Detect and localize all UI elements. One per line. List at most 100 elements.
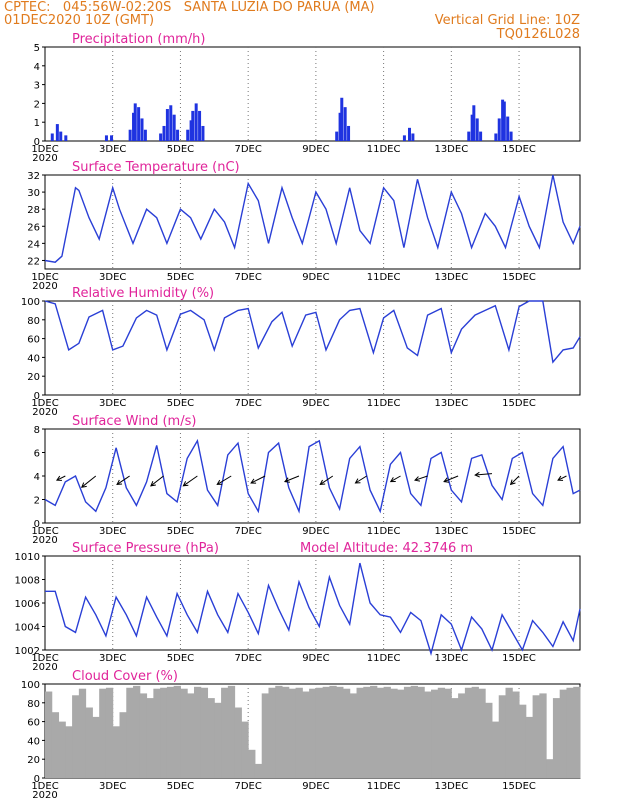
precip-bar <box>133 103 137 141</box>
temp-ytick-label: 32 <box>27 171 40 182</box>
press-xtick-label: 13DEC <box>434 653 468 664</box>
cloud-ytick-label: 40 <box>27 736 40 747</box>
rh-xtick-label: 5DEC <box>167 398 194 409</box>
precip-xtick-label: 5DEC <box>167 144 194 155</box>
wind-arrow-shaft <box>150 475 164 487</box>
precip-xtick-label: 9DEC <box>302 144 329 155</box>
cloud-bar <box>431 689 439 778</box>
press-xtick-label: 11DEC <box>367 653 401 664</box>
wind-arrow-shaft <box>355 475 367 484</box>
cloud-bar <box>160 687 168 778</box>
wind-arrow-head <box>509 479 516 486</box>
cloud-bar <box>261 693 269 778</box>
header-grid-note: Vertical Grid Line: 10Z <box>434 13 580 28</box>
cloud-bar <box>288 688 297 778</box>
temp-series-line <box>44 174 581 263</box>
cloud-bar <box>336 686 344 778</box>
cloud-bar <box>234 707 242 778</box>
wind-title: Surface Wind (m/s) <box>72 414 196 429</box>
cloud-bar <box>342 688 351 778</box>
cloud-ytick-label: 100 <box>21 680 40 691</box>
cloud-bar <box>532 695 540 778</box>
rh-xtick-label: 1DEC <box>31 398 58 409</box>
precip-xtick-label: 11DEC <box>367 144 401 155</box>
cloud-bar <box>309 688 317 778</box>
temp-ytick-label: 22 <box>27 256 40 267</box>
precip-bar <box>172 114 176 141</box>
wind-arrow-shaft <box>216 475 232 485</box>
precip-ytick-label: 1 <box>34 118 40 129</box>
cloud-bar <box>525 716 534 778</box>
wind-arrow-head <box>474 471 480 478</box>
press-ytick-label: 1002 <box>15 646 40 657</box>
precip-bar <box>104 135 108 141</box>
precip-bar <box>408 127 412 141</box>
cloud-bar <box>166 686 175 778</box>
cloud-bar <box>397 689 405 778</box>
temp-frame <box>44 174 581 270</box>
precip-ytick-label: 0 <box>34 137 40 148</box>
precip-bar <box>186 129 190 141</box>
precip-xtick-label: 13DEC <box>434 144 468 155</box>
rh-ytick-label: 0 <box>34 391 40 402</box>
temp-ytick-label: 24 <box>27 239 40 250</box>
cloud-bar <box>417 686 425 778</box>
press-frame <box>44 555 581 651</box>
cloud-bar <box>72 695 80 778</box>
wind-arrow-head <box>319 479 326 485</box>
wind-arrow-head <box>55 475 62 481</box>
precip-ytick-label: 2 <box>34 99 40 110</box>
cloud-bar <box>227 685 236 778</box>
wind-arrow-head <box>443 477 450 483</box>
temp-ytick-label: 28 <box>27 205 40 216</box>
press-ytick-label: 1010 <box>15 552 40 563</box>
wind-ytick-label: 8 <box>34 425 40 436</box>
rh-xtick-label: 11DEC <box>367 398 401 409</box>
wind-arrow-shaft <box>443 475 459 483</box>
rh-xtick-label: 9DEC <box>302 398 329 409</box>
press-ytick-label: 1004 <box>15 623 40 634</box>
cloud-bar <box>471 686 479 778</box>
temp-title: Surface Temperature (nC) <box>72 160 240 175</box>
precip-bar <box>159 133 163 141</box>
press-year-label: 2020 <box>32 662 57 673</box>
rh-xtick-label: 3DEC <box>99 398 126 409</box>
cloud-bar <box>85 707 93 778</box>
precip-bar <box>55 124 59 141</box>
temp-ytick-label: 26 <box>27 222 40 233</box>
wind-arrow-head <box>557 475 564 481</box>
rh-ytick-label: 60 <box>27 335 40 346</box>
precip-ytick-label: 5 <box>34 43 40 54</box>
precip-bar <box>343 107 347 141</box>
precip-bar <box>110 135 114 141</box>
cloud-bar <box>193 686 202 778</box>
rh-xtick-label: 7DEC <box>234 398 261 409</box>
cloud-year-label: 2020 <box>32 790 57 800</box>
cloud-bar <box>295 687 303 778</box>
press-xtick-label: 9DEC <box>302 653 329 664</box>
wind-xtick-label: 5DEC <box>167 526 194 537</box>
cloud-bar <box>275 685 283 778</box>
wind-arrow-shaft <box>557 475 567 481</box>
cloud-xtick-label: 15DEC <box>502 781 536 792</box>
cloud-bar <box>221 687 229 778</box>
temp-xtick-label: 13DEC <box>434 272 468 283</box>
cloud-bar <box>200 687 209 778</box>
press-xtick-label: 7DEC <box>234 653 261 664</box>
cloud-bar <box>268 687 276 778</box>
wind-arrow-shaft <box>414 475 428 481</box>
press-xtick-label: 5DEC <box>167 653 194 664</box>
rh-xtick-label: 13DEC <box>434 398 468 409</box>
cloud-bar <box>112 726 120 778</box>
precip-bar <box>162 125 166 141</box>
press-ytick-label: 1008 <box>15 576 40 587</box>
cloud-bar <box>552 698 561 778</box>
wind-year-label: 2020 <box>32 535 57 546</box>
precip-year-label: 2020 <box>32 153 57 164</box>
precip-xtick-label: 1DEC <box>31 144 58 155</box>
precip-bar <box>143 129 147 141</box>
wind-series-line <box>44 438 581 514</box>
cloud-bar <box>241 721 249 778</box>
header-run-code: TQ0126L028 <box>496 27 580 42</box>
